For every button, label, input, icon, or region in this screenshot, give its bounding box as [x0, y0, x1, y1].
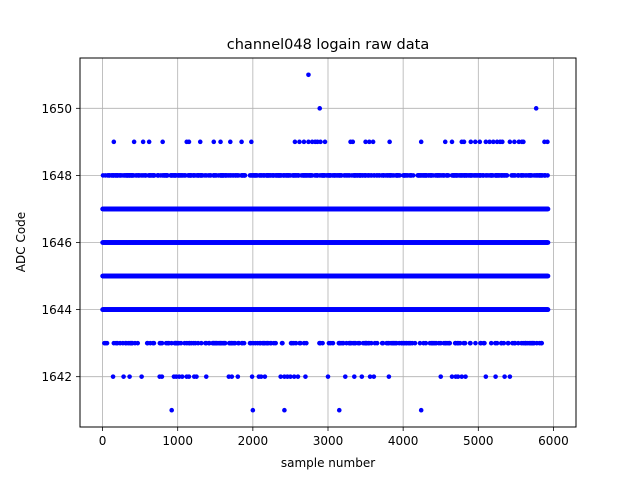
- data-point-1644: [546, 307, 551, 312]
- chart-title: channel048 logain raw data: [227, 37, 429, 53]
- data-point-1645: [546, 274, 551, 279]
- data-point-1646: [546, 240, 551, 245]
